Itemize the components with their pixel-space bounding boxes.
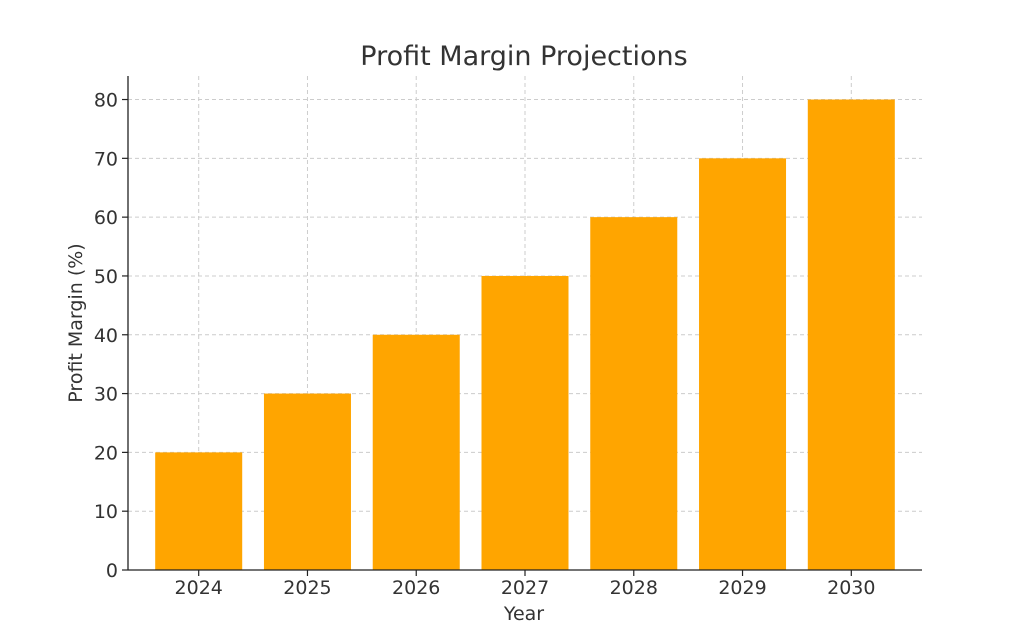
x-tick-label: 2029 xyxy=(718,577,766,599)
y-tick-label: 10 xyxy=(94,501,118,523)
y-tick-label: 50 xyxy=(94,266,118,288)
y-tick-label: 60 xyxy=(94,207,118,229)
bar-2024 xyxy=(155,452,243,570)
y-tick-label: 0 xyxy=(106,560,118,582)
y-tick-label: 70 xyxy=(94,148,118,170)
x-tick-label: 2024 xyxy=(175,577,223,599)
x-tick-label: 2026 xyxy=(392,577,440,599)
x-tick-label: 2028 xyxy=(610,577,658,599)
x-tick-label: 2025 xyxy=(283,577,331,599)
bar-2030 xyxy=(807,99,895,571)
bar-2026 xyxy=(372,334,460,570)
x-tick-label: 2027 xyxy=(501,577,549,599)
y-tick-label: 80 xyxy=(94,90,118,112)
y-tick-label: 30 xyxy=(94,384,118,406)
axes xyxy=(122,76,922,576)
bar-2028 xyxy=(590,217,678,570)
bar-2025 xyxy=(263,393,351,570)
x-axis-title: Year xyxy=(503,603,544,625)
y-axis-title: Profit Margin (%) xyxy=(65,243,87,402)
y-tick-label: 20 xyxy=(94,442,118,464)
bars xyxy=(155,99,895,571)
chart-title: Profit Margin Projections xyxy=(360,41,687,72)
bar-2027 xyxy=(481,275,569,570)
x-tick-label: 2030 xyxy=(827,577,875,599)
y-tick-label: 40 xyxy=(94,325,118,347)
bar-2029 xyxy=(699,158,787,571)
